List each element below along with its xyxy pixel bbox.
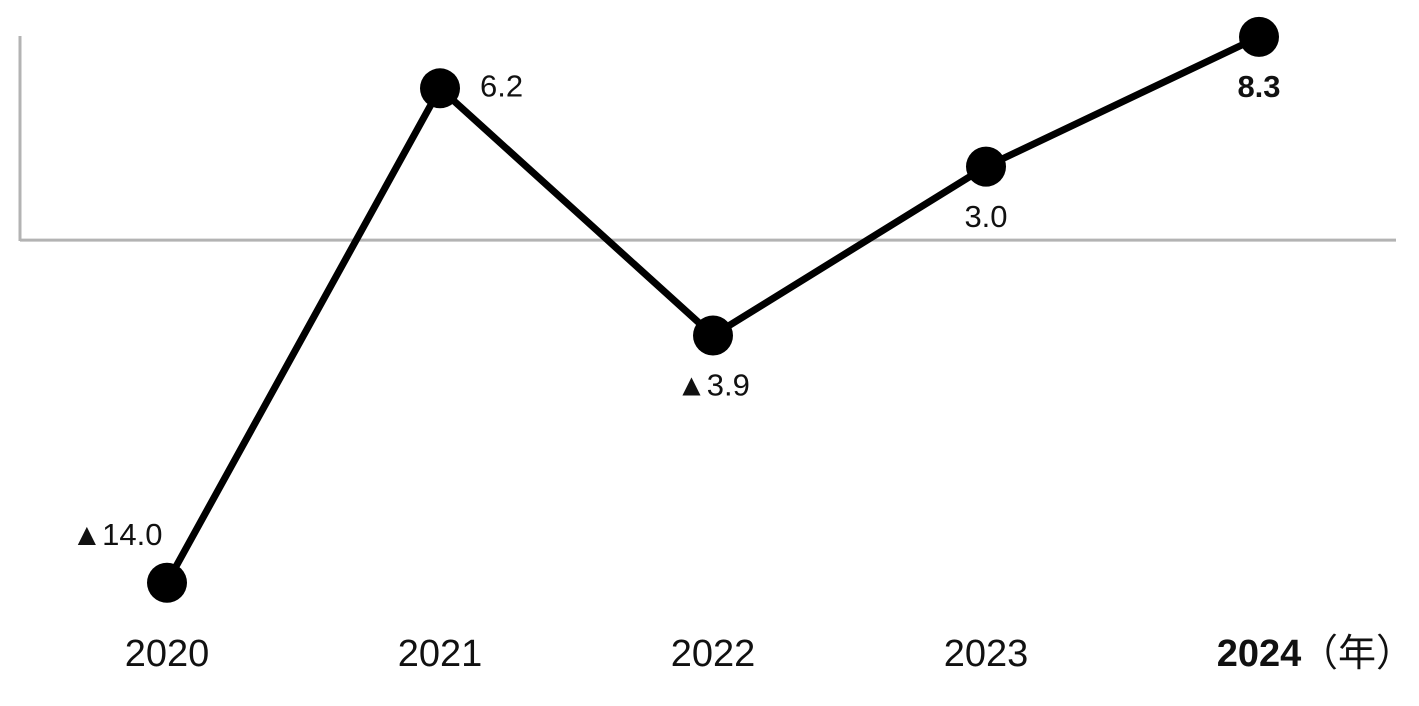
x-tick-label: 2020 bbox=[125, 633, 210, 675]
point bbox=[420, 68, 460, 109]
x-tick-label: 2023 bbox=[944, 633, 1029, 675]
line bbox=[163, 33, 1261, 585]
data-label: 6.2 bbox=[480, 68, 523, 103]
x-tick-label: 2021 bbox=[398, 633, 483, 675]
point bbox=[1239, 16, 1279, 57]
data-label: ▲14.0 bbox=[71, 517, 162, 552]
point bbox=[147, 562, 187, 603]
x-axis-label: （年） bbox=[1300, 633, 1414, 675]
data-label: 3.0 bbox=[964, 199, 1007, 234]
point bbox=[693, 315, 733, 356]
x-tick-label: 2022 bbox=[671, 633, 756, 675]
data-label: 8.3 bbox=[1237, 69, 1280, 104]
point bbox=[966, 146, 1006, 187]
data-label: ▲3.9 bbox=[676, 368, 750, 403]
x-tick-label: 2024 bbox=[1217, 633, 1302, 675]
